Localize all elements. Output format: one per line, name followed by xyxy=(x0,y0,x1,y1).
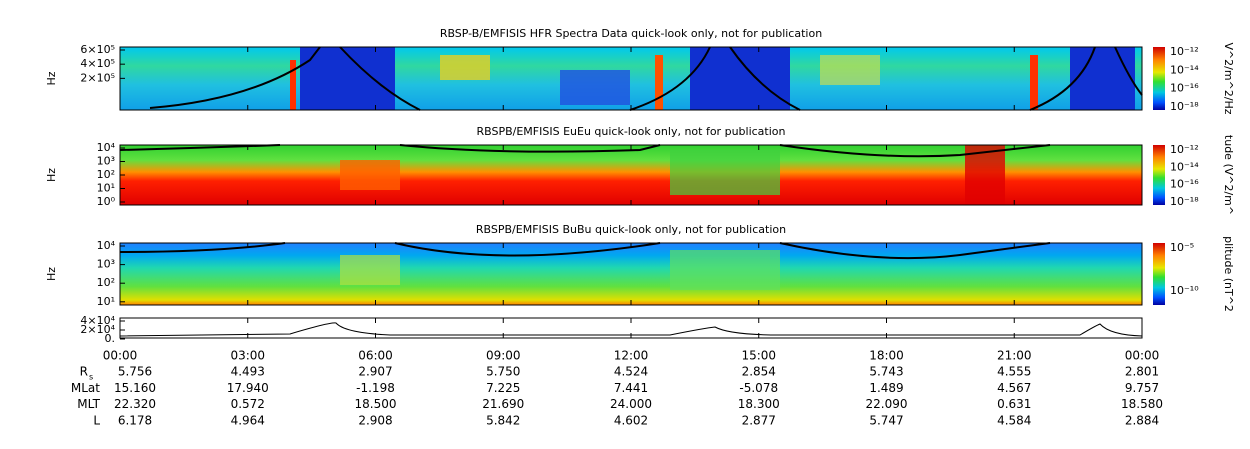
row-label: MLat xyxy=(71,381,100,395)
row-value: 2.907 xyxy=(358,365,392,379)
y-tick-label: 10¹ xyxy=(97,295,115,308)
row-value: 2.908 xyxy=(358,413,392,427)
row-value: 4.567 xyxy=(997,381,1031,395)
row-value: 4.524 xyxy=(614,365,648,379)
spectrogram-1 xyxy=(120,46,1143,111)
row-value: 2.877 xyxy=(742,413,776,427)
y-tick-label: 10³ xyxy=(97,258,115,271)
row-value: 4.964 xyxy=(231,413,265,427)
row-value: 7.441 xyxy=(614,381,648,395)
row-value: 18.300 xyxy=(738,397,780,411)
y-tick-label: 0. xyxy=(105,332,116,345)
y-label: Hz xyxy=(45,168,58,182)
colorbar xyxy=(1153,243,1165,305)
y-label: Hz xyxy=(45,267,58,281)
colorbar-tick-label: 10⁻¹² xyxy=(1170,45,1199,58)
row-value: 0.631 xyxy=(997,397,1031,411)
y-tick-label: 10⁰ xyxy=(97,195,116,208)
colorbar-tick-label: 10⁻¹⁸ xyxy=(1170,100,1199,113)
colorbar-tick-label: 10⁻¹⁰ xyxy=(1170,284,1199,297)
y-tick-label: 4×10⁵ xyxy=(80,57,115,70)
row-label-sub: s xyxy=(89,373,93,382)
spectrogram-3 xyxy=(119,242,1142,305)
panel-title: RBSP-B/EMFISIS HFR Spectra Data quick-lo… xyxy=(440,27,822,40)
y-tick-label: 6×10⁵ xyxy=(80,43,115,56)
y-tick-label: 10² xyxy=(97,276,115,289)
row-value: 4.555 xyxy=(997,365,1031,379)
colorbar-tick-label: 10⁻⁵ xyxy=(1170,241,1194,254)
row-value: 7.225 xyxy=(486,381,520,395)
time-tick-label: 12:00 xyxy=(614,349,649,363)
row-value: 6.178 xyxy=(118,413,152,427)
row-value: 1.489 xyxy=(869,381,903,395)
colorbar-tick-label: 10⁻¹⁶ xyxy=(1170,82,1199,95)
time-tick-label: 09:00 xyxy=(486,349,521,363)
row-value: 5.842 xyxy=(486,413,520,427)
row-label: MLT xyxy=(77,397,100,411)
time-tick-label: 21:00 xyxy=(997,349,1032,363)
colorbar xyxy=(1153,145,1165,205)
colorbar-label: tude (V^2/m^ xyxy=(1222,135,1235,215)
panel-title: RBSPB/EMFISIS BuBu quick-look only, not … xyxy=(476,223,786,236)
panel-title: RBSPB/EMFISIS EuEu quick-look only, not … xyxy=(476,125,785,138)
y-tick-label: 10³ xyxy=(97,155,115,168)
row-value: 5.756 xyxy=(118,365,152,379)
colorbar xyxy=(1153,47,1165,110)
colorbar-label: plitude (nT^2 xyxy=(1222,236,1235,312)
row-value: 2.884 xyxy=(1125,413,1159,427)
row-value: 9.757 xyxy=(1125,381,1159,395)
y-tick-label: 10⁴ xyxy=(97,239,116,252)
row-value: -5.078 xyxy=(739,381,778,395)
time-tick-label: 15:00 xyxy=(741,349,776,363)
y-tick-label: 2×10⁴ xyxy=(80,323,115,336)
row-value: 2.801 xyxy=(1125,365,1159,379)
row-value: 5.747 xyxy=(869,413,903,427)
row-value: 4.493 xyxy=(231,365,265,379)
colorbar-tick-label: 10⁻¹² xyxy=(1170,143,1199,156)
row-value: 18.500 xyxy=(355,397,397,411)
y-label: Hz xyxy=(45,71,58,85)
row-value: 22.090 xyxy=(866,397,908,411)
colorbar-tick-label: 10⁻¹⁴ xyxy=(1170,160,1199,173)
y-tick-label: 4×10⁴ xyxy=(80,314,115,327)
y-tick-label: 10¹ xyxy=(97,182,115,195)
time-tick-label: 03:00 xyxy=(230,349,265,363)
y-tick-label: 10² xyxy=(97,168,115,181)
row-value: 21.690 xyxy=(482,397,524,411)
spectrogram-2 xyxy=(119,144,1142,205)
row-value: 24.000 xyxy=(610,397,652,411)
row-value: 18.580 xyxy=(1121,397,1163,411)
row-value: 5.750 xyxy=(486,365,520,379)
colorbar-label: V^2/m^2/Hz xyxy=(1222,42,1235,114)
colorbar-tick-label: 10⁻¹⁸ xyxy=(1170,195,1199,208)
y-tick-label: 10⁴ xyxy=(97,141,116,154)
row-value: 4.602 xyxy=(614,413,648,427)
time-tick-label: 18:00 xyxy=(869,349,904,363)
row-value: 22.320 xyxy=(114,397,156,411)
colorbar-tick-label: 10⁻¹⁶ xyxy=(1170,178,1199,191)
row-label: L xyxy=(93,413,100,427)
y-tick-label: 2×10⁵ xyxy=(80,71,115,84)
row-value: 15.160 xyxy=(114,381,156,395)
time-tick-label: 00:00 xyxy=(103,349,138,363)
row-label: R xyxy=(80,365,88,379)
row-value: 5.743 xyxy=(869,365,903,379)
row-value: 17.940 xyxy=(227,381,269,395)
trace-4 xyxy=(119,322,1143,337)
row-value: 0.572 xyxy=(231,397,265,411)
row-value: 2.854 xyxy=(742,365,776,379)
row-value: -1.198 xyxy=(356,381,395,395)
time-tick-label: 00:00 xyxy=(1125,349,1160,363)
colorbar-tick-label: 10⁻¹⁴ xyxy=(1170,63,1199,76)
row-value: 4.584 xyxy=(997,413,1031,427)
time-tick-label: 06:00 xyxy=(358,349,393,363)
